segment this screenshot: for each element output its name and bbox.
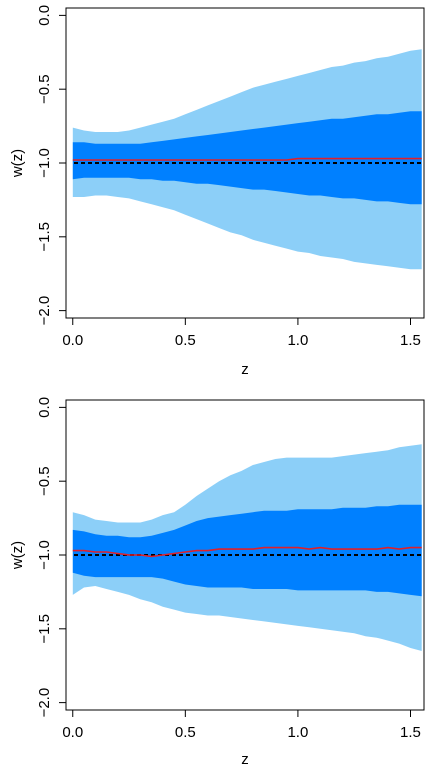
band-68-area bbox=[72, 111, 422, 205]
x-tick-label: 1.5 bbox=[400, 332, 421, 349]
y-tick-label: −1.0 bbox=[36, 540, 53, 570]
y-tick-label: −1.0 bbox=[36, 148, 53, 178]
x-axis: 0.0 0.5 1.0 1.5 bbox=[62, 710, 421, 741]
y-axis: 0.0 −0.5 −1.0 −1.5 −2.0 bbox=[36, 5, 66, 325]
band-68-area bbox=[72, 504, 422, 597]
y-tick-label: −0.5 bbox=[36, 74, 53, 104]
chart-panel-top: 0.0 0.5 1.0 1.5 0.0 −0.5 −1.0 −1.5 −2.0 z w(z) bbox=[9, 5, 425, 378]
x-axis-label: z bbox=[241, 751, 249, 768]
y-tick-label: −1.5 bbox=[36, 614, 53, 644]
x-tick-label: 0.0 bbox=[62, 332, 83, 349]
y-axis-label: w(z) bbox=[9, 541, 26, 570]
y-tick-label: −1.5 bbox=[36, 222, 53, 252]
x-tick-label: 1.0 bbox=[287, 332, 308, 349]
x-axis: 0.0 0.5 1.0 1.5 bbox=[62, 318, 421, 349]
y-axis-label: w(z) bbox=[9, 149, 26, 178]
x-tick-label: 0.0 bbox=[62, 724, 83, 741]
median-line bbox=[72, 546, 422, 558]
y-tick-label: −2.0 bbox=[36, 688, 53, 718]
x-tick-label: 0.5 bbox=[175, 724, 196, 741]
y-tick-label: 0.0 bbox=[36, 5, 53, 26]
x-axis-label: z bbox=[241, 361, 249, 378]
x-tick-label: 1.0 bbox=[287, 724, 308, 741]
median-line bbox=[72, 157, 422, 161]
chart-panel-bottom: 0.0 0.5 1.0 1.5 0.0 −0.5 −1.0 −1.5 −2.0 z w(z) bbox=[9, 397, 425, 768]
y-tick-label: −2.0 bbox=[36, 296, 53, 326]
x-tick-label: 1.5 bbox=[400, 724, 421, 741]
y-tick-label: 0.0 bbox=[36, 397, 53, 418]
y-axis: 0.0 −0.5 −1.0 −1.5 −2.0 bbox=[36, 397, 66, 717]
y-tick-label: −0.5 bbox=[36, 466, 53, 496]
x-tick-label: 0.5 bbox=[175, 332, 196, 349]
